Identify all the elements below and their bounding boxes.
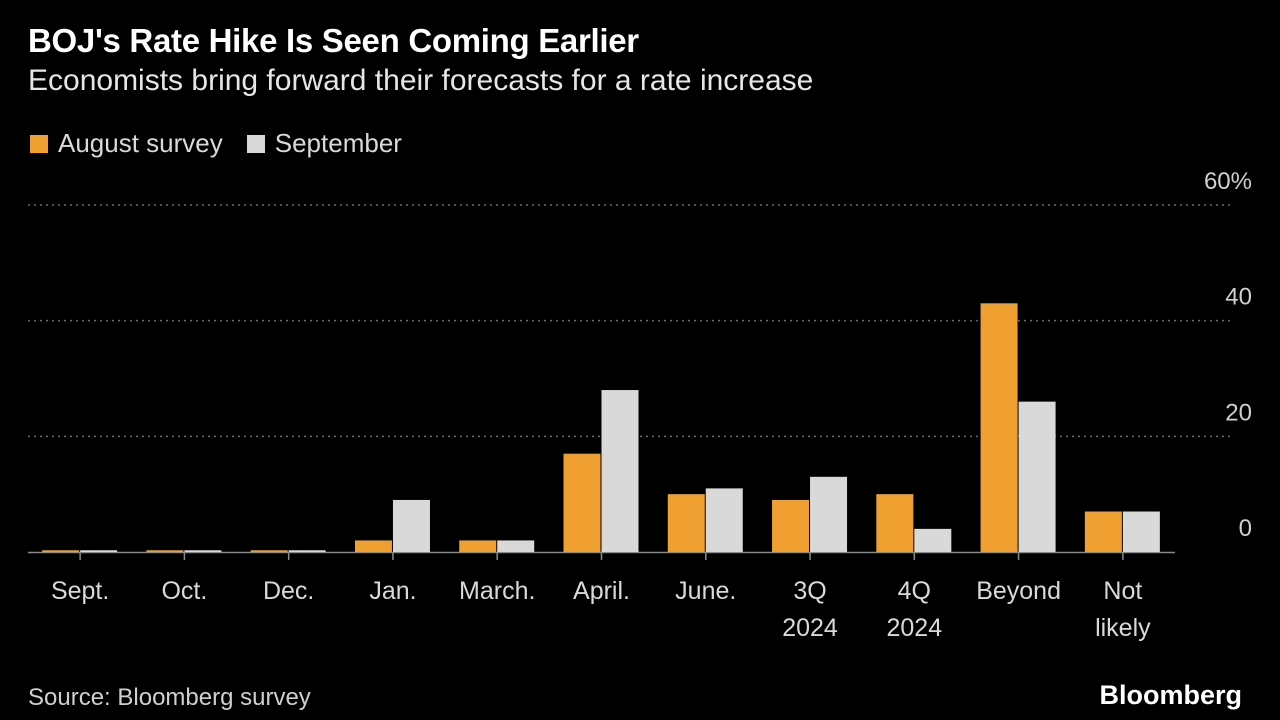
bar-september-2 — [288, 550, 326, 552]
chart-subtitle: Economists bring forward their forecasts… — [28, 64, 814, 97]
x-tick-label-4: March. — [459, 577, 535, 605]
bar-august-0 — [42, 550, 80, 552]
chart-title: BOJ's Rate Hike Is Seen Coming Earlier — [28, 22, 639, 59]
bar-september-7 — [810, 476, 848, 552]
bar-august-7 — [772, 499, 810, 552]
legend-label-september: September — [274, 128, 402, 158]
bar-september-9 — [1018, 401, 1056, 552]
bar-september-6 — [705, 488, 743, 552]
bloomberg-logo: Bloomberg — [1099, 680, 1242, 710]
bar-september-5 — [601, 390, 639, 552]
x-tick-label-6: June. — [675, 577, 736, 605]
bar-september-4 — [497, 540, 535, 552]
bar-august-6 — [667, 494, 705, 552]
bar-august-1 — [146, 550, 184, 552]
bar-august-9 — [980, 303, 1018, 552]
bar-september-1 — [184, 550, 222, 552]
x-tick-label-10-line1: likely — [1095, 614, 1151, 642]
bar-august-4 — [459, 540, 497, 552]
bar-august-3 — [354, 540, 392, 552]
bar-august-5 — [563, 453, 601, 552]
bar-september-10 — [1122, 511, 1160, 552]
bar-september-8 — [914, 528, 952, 552]
x-tick-label-0: Sept. — [51, 577, 109, 605]
x-tick-label-2: Dec. — [263, 577, 314, 605]
legend-swatch-september — [246, 134, 265, 153]
x-tick-label-9: Beyond — [976, 577, 1061, 605]
x-tick-label-1: Oct. — [161, 577, 207, 605]
x-tick-label-8-line1: 2024 — [887, 614, 943, 642]
x-tick-label-8-line0: 4Q — [898, 577, 931, 605]
bar-august-10 — [1084, 511, 1122, 552]
y-tick-label-20: 20 — [1225, 399, 1252, 426]
bar-september-3 — [392, 499, 430, 552]
chart-legend: August survey September — [30, 128, 426, 159]
y-tick-label-40: 40 — [1225, 284, 1252, 311]
bar-september-0 — [80, 550, 118, 552]
legend-item-august: August survey — [30, 128, 223, 159]
legend-item-september: September — [246, 128, 402, 159]
x-tick-label-10-line0: Not — [1103, 577, 1142, 605]
bar-august-2 — [250, 550, 288, 552]
x-tick-label-3: Jan. — [369, 577, 416, 605]
x-tick-label-7-line1: 2024 — [782, 614, 838, 642]
legend-swatch-august — [30, 134, 48, 153]
source-note: Source: Bloomberg survey — [28, 684, 311, 711]
y-tick-label-60: 60% — [1204, 168, 1252, 195]
x-tick-label-5: April. — [573, 577, 630, 605]
legend-label-august: August survey — [58, 128, 223, 158]
y-tick-label-0: 0 — [1239, 515, 1252, 542]
x-tick-label-7-line0: 3Q — [793, 577, 826, 605]
bar-august-8 — [876, 494, 914, 552]
